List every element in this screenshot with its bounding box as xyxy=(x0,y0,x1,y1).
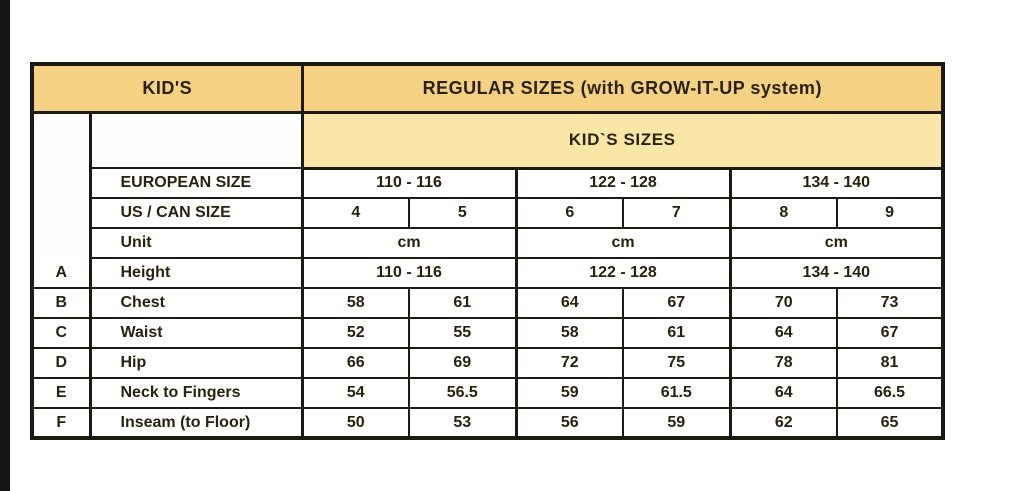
range-value-cell: 110 - 116 xyxy=(300,168,517,199)
size-value-cell: 8 xyxy=(728,198,838,229)
row-label-cell: Neck to Fingers xyxy=(90,378,304,409)
size-value-cell: 56.5 xyxy=(408,378,517,409)
size-value-cell: 72 xyxy=(514,348,624,379)
table-row: KID'S REGULAR SIZES (with GROW-IT-UP syst… xyxy=(32,64,944,114)
row-label-cell: Unit xyxy=(90,228,304,259)
label-column-spacer xyxy=(90,112,304,169)
size-value-cell: 54 xyxy=(300,378,410,409)
size-value-cell: 81 xyxy=(836,348,944,379)
kids-sizes-header-cell: KID`S SIZES xyxy=(302,112,944,170)
table-row: C Waist 52 55 58 61 64 67 xyxy=(32,318,944,349)
size-chart-table: KID'S REGULAR SIZES (with GROW-IT-UP syst… xyxy=(30,62,946,440)
size-value-cell: 64 xyxy=(728,378,838,409)
size-value-cell: 52 xyxy=(300,318,410,349)
size-value-cell: 59 xyxy=(622,408,731,439)
letter-column-spacer xyxy=(32,112,92,258)
size-value-cell: 50 xyxy=(300,408,410,439)
table-row: B Chest 58 61 64 67 70 73 xyxy=(32,288,944,319)
range-value-cell: cm xyxy=(300,228,517,259)
size-value-cell: 58 xyxy=(514,318,624,349)
size-value-cell: 70 xyxy=(728,288,838,319)
size-value-cell: 64 xyxy=(728,318,838,349)
range-value-cell: cm xyxy=(728,228,944,259)
table-row: KID`S SIZES xyxy=(32,112,944,258)
size-value-cell: 59 xyxy=(514,378,624,409)
size-value-cell: 53 xyxy=(408,408,517,439)
size-value-cell: 73 xyxy=(836,288,944,319)
row-label-cell: Chest xyxy=(90,288,304,319)
size-value-cell: 5 xyxy=(408,198,517,229)
size-value-cell: 61 xyxy=(622,318,731,349)
left-black-bar xyxy=(0,0,10,491)
size-value-cell: 55 xyxy=(408,318,517,349)
range-value-cell: 110 - 116 xyxy=(300,258,517,289)
row-label-cell: Hip xyxy=(90,348,304,379)
table-row: E Neck to Fingers 54 56.5 59 61.5 64 66.5 xyxy=(32,378,944,409)
row-letter-cell: E xyxy=(32,378,92,409)
range-value-cell: cm xyxy=(514,228,731,259)
row-letter-cell: D xyxy=(32,348,92,379)
size-value-cell: 9 xyxy=(836,198,944,229)
size-value-cell: 56 xyxy=(514,408,624,439)
size-value-cell: 66.5 xyxy=(836,378,944,409)
size-value-cell: 67 xyxy=(836,318,944,349)
size-value-cell: 78 xyxy=(728,348,838,379)
row-label-cell: Height xyxy=(90,258,304,289)
row-letter-cell: C xyxy=(32,318,92,349)
size-value-cell: 64 xyxy=(514,288,624,319)
size-value-cell: 61 xyxy=(408,288,517,319)
row-label-cell: US / CAN SIZE xyxy=(90,198,304,229)
size-value-cell: 7 xyxy=(622,198,731,229)
range-value-cell: 122 - 128 xyxy=(514,168,731,199)
table-row: D Hip 66 69 72 75 78 81 xyxy=(32,348,944,379)
regular-sizes-header-cell: REGULAR SIZES (with GROW-IT-UP system) xyxy=(302,64,944,114)
size-value-cell: 61.5 xyxy=(622,378,731,409)
size-value-cell: 58 xyxy=(300,288,410,319)
row-letter-cell: F xyxy=(32,408,92,439)
size-chart-body: KID'S REGULAR SIZES (with GROW-IT-UP syst… xyxy=(32,64,944,439)
row-label-cell: Waist xyxy=(90,318,304,349)
row-label-cell: EUROPEAN SIZE xyxy=(90,168,304,199)
size-value-cell: 6 xyxy=(514,198,624,229)
table-row: Unit cm cm cm xyxy=(32,228,944,259)
table-row: US / CAN SIZE 4 5 6 7 8 9 xyxy=(32,198,944,229)
range-value-cell: 122 - 128 xyxy=(514,258,731,289)
row-label-cell: Inseam (to Floor) xyxy=(90,408,304,439)
table-row: EUROPEAN SIZE 110 - 116 122 - 128 134 - 140 xyxy=(32,168,944,199)
size-value-cell: 62 xyxy=(728,408,838,439)
size-value-cell: 66 xyxy=(300,348,410,379)
size-value-cell: 69 xyxy=(408,348,517,379)
kids-header-cell: KID'S xyxy=(32,64,304,114)
row-letter-cell: B xyxy=(32,288,92,319)
range-value-cell: 134 - 140 xyxy=(728,168,944,199)
row-letter-cell: A xyxy=(32,258,92,289)
size-value-cell: 4 xyxy=(300,198,410,229)
size-value-cell: 67 xyxy=(622,288,731,319)
table-row: F Inseam (to Floor) 50 53 56 59 62 65 xyxy=(32,408,944,439)
table-row: A Height 110 - 116 122 - 128 134 - 140 xyxy=(32,258,944,289)
size-value-cell: 75 xyxy=(622,348,731,379)
range-value-cell: 134 - 140 xyxy=(728,258,944,289)
size-value-cell: 65 xyxy=(836,408,944,439)
